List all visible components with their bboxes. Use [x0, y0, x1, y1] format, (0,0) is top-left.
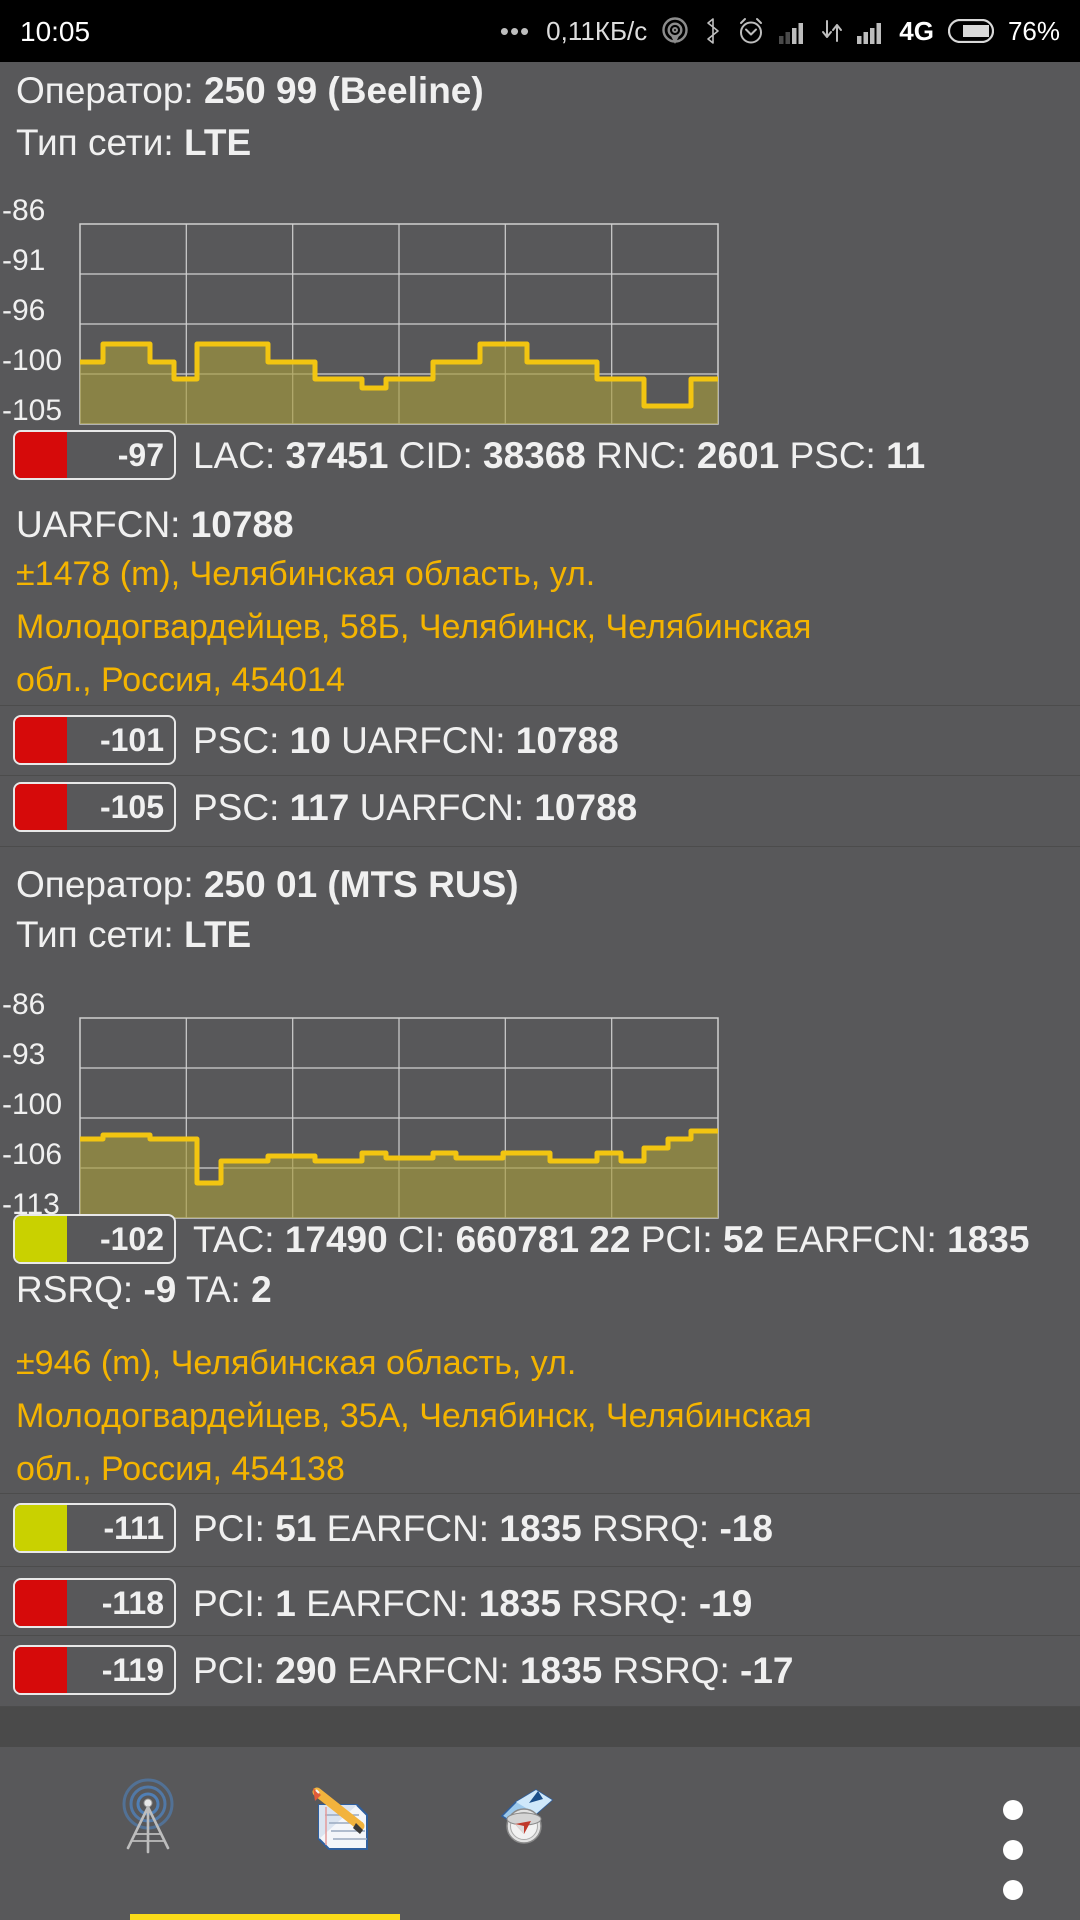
svg-text:-86: -86	[2, 988, 45, 1021]
svg-text:-91: -91	[2, 244, 45, 277]
svg-text:-96: -96	[2, 294, 45, 327]
svg-text:-106: -106	[2, 1138, 62, 1171]
svg-text:-105: -105	[2, 394, 62, 427]
svg-text:-93: -93	[2, 1038, 45, 1071]
svg-text:-100: -100	[2, 1088, 62, 1121]
svg-text:-100: -100	[2, 344, 62, 377]
